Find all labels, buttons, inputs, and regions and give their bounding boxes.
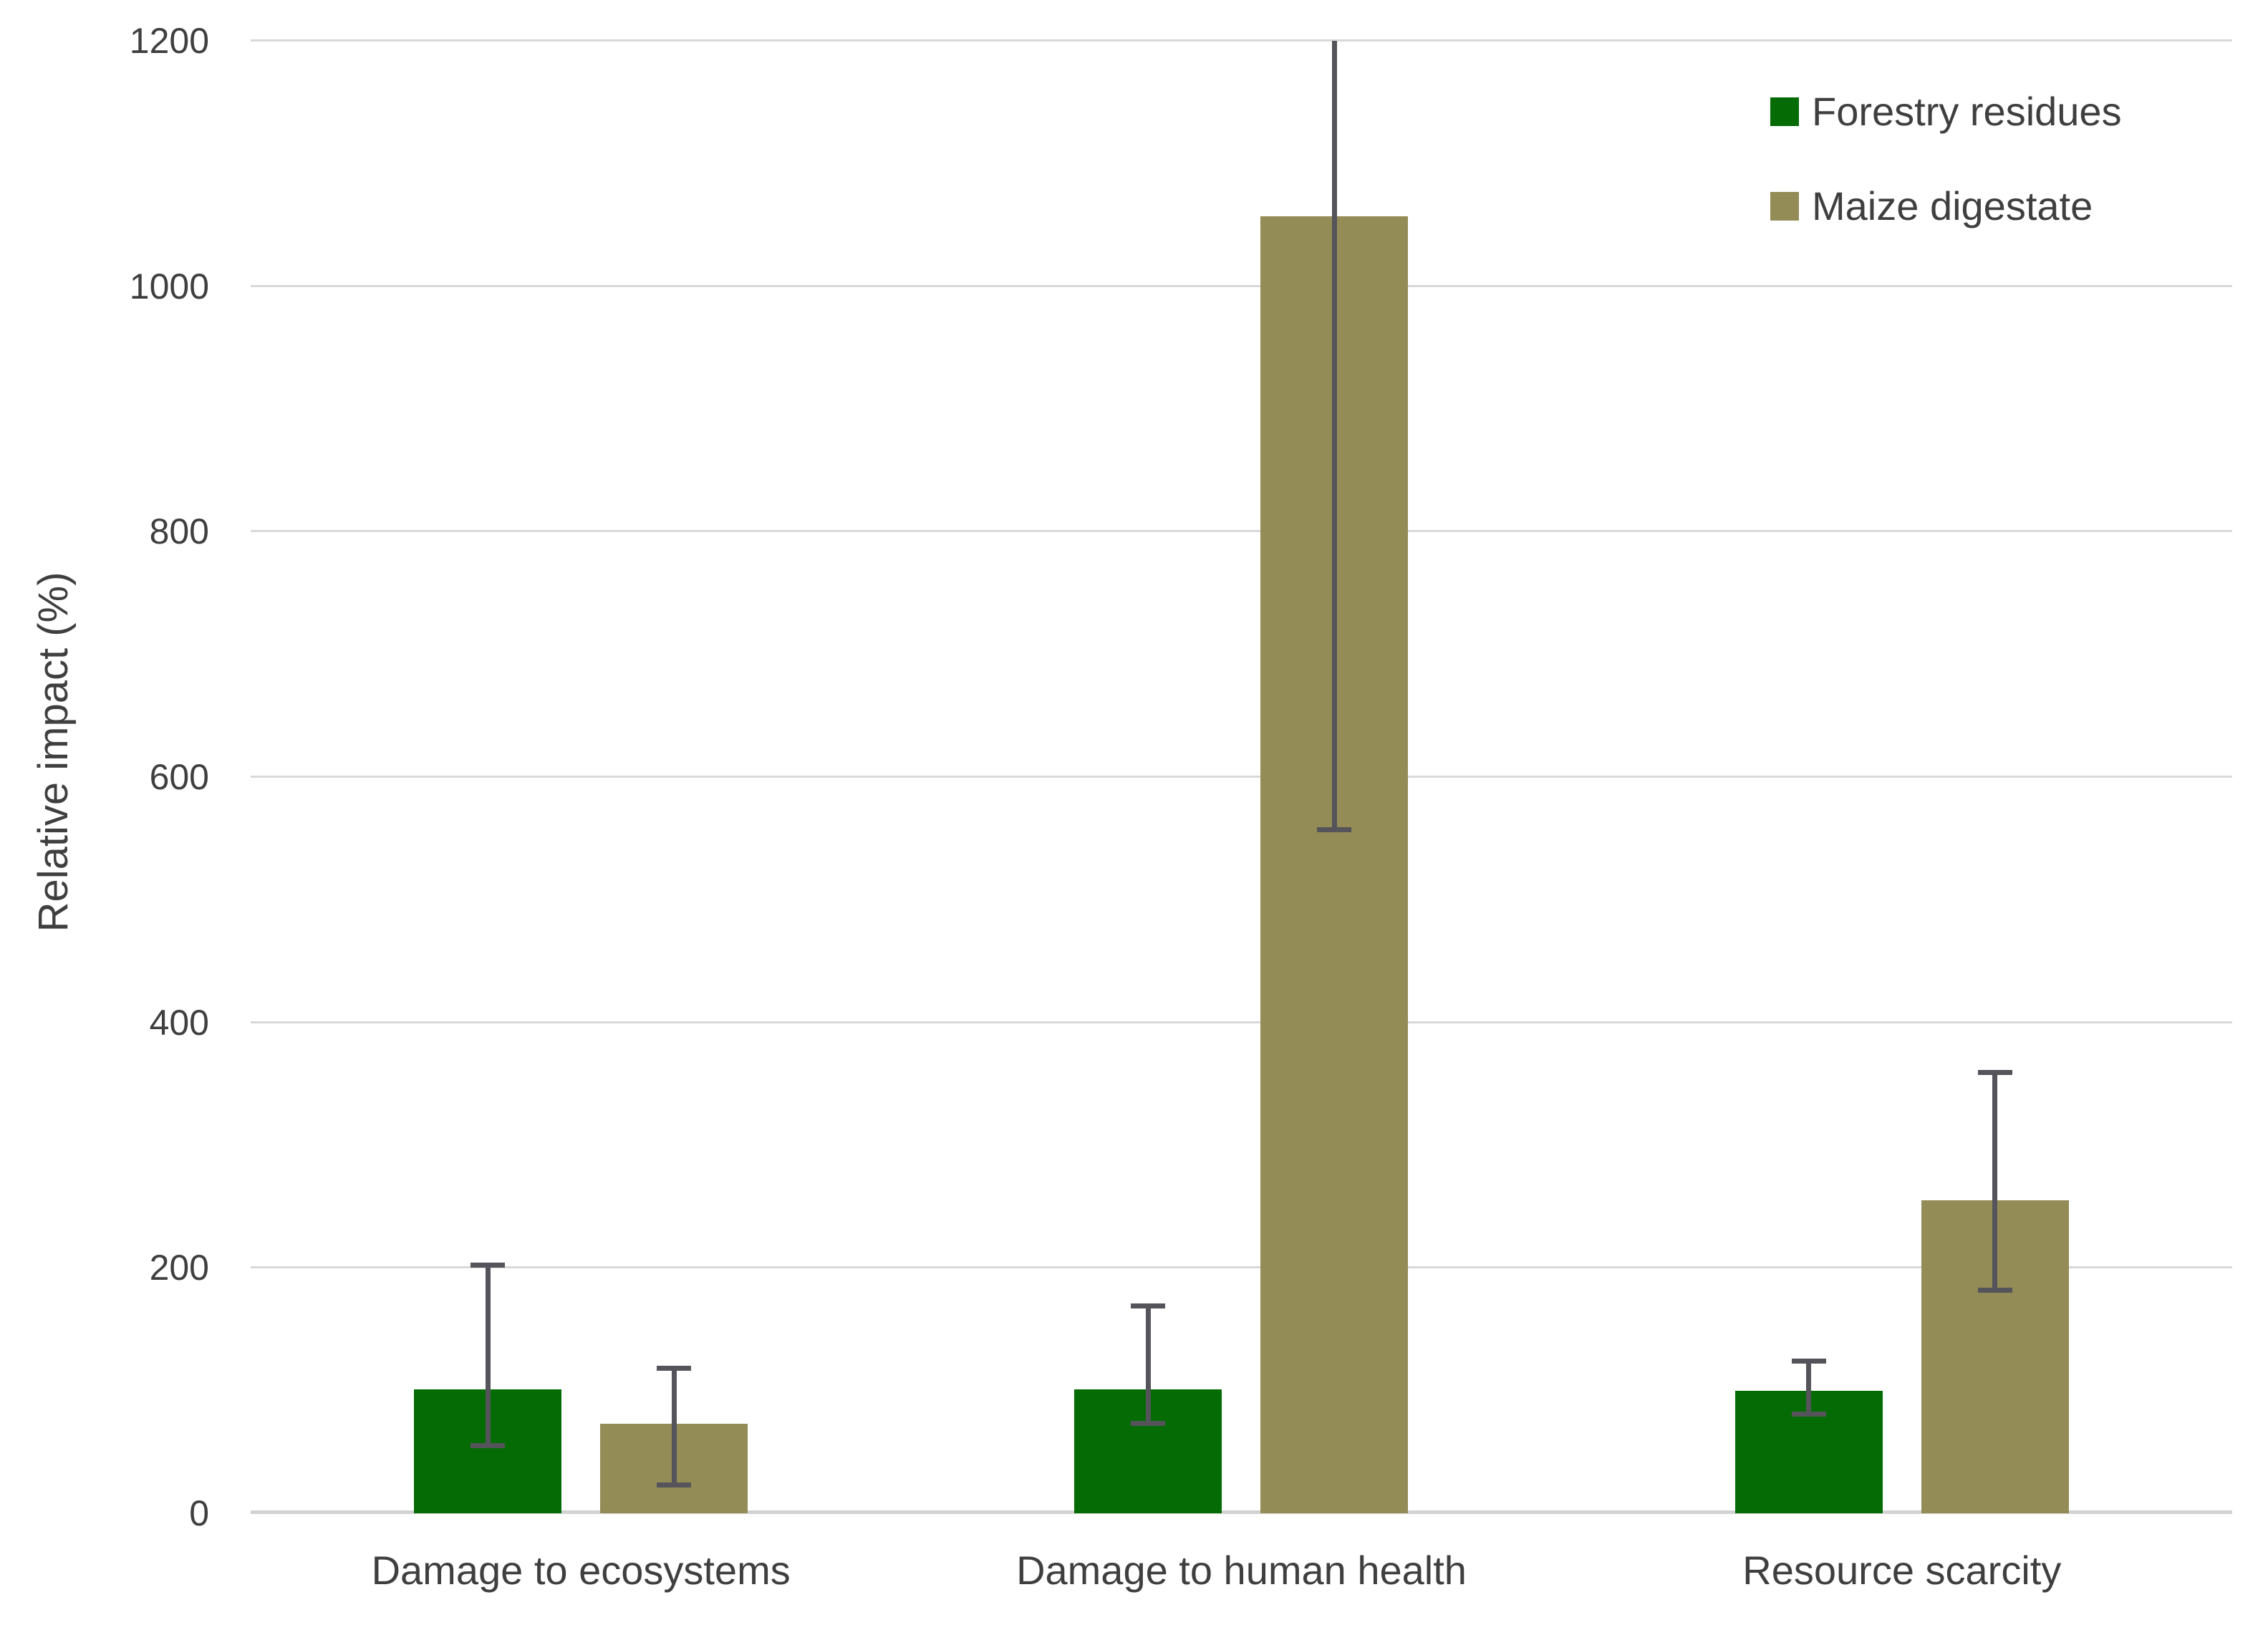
error-bar-line xyxy=(485,1263,491,1449)
error-bar-line xyxy=(1145,1303,1151,1427)
error-bar-bottom-cap xyxy=(1977,1287,2012,1293)
legend-label: Maize digestate xyxy=(1812,183,2093,228)
y-tick-label-200: 200 xyxy=(149,1248,209,1288)
error-bar-bottom-cap xyxy=(1791,1411,1826,1417)
plot-area xyxy=(251,39,2232,1514)
y-tick-label-800: 800 xyxy=(149,511,209,552)
error-bar-bottom-cap xyxy=(1317,827,1352,833)
y-tick-label-600: 600 xyxy=(149,757,209,797)
error-bar-line xyxy=(671,1366,677,1487)
bar-group-3 xyxy=(1572,41,2232,1513)
y-tick-label-0: 0 xyxy=(189,1493,209,1533)
error-bar xyxy=(1791,41,1826,1513)
error-bar-top-cap xyxy=(657,1366,692,1371)
error-bar-bottom-cap xyxy=(657,1482,692,1488)
error-bar-line xyxy=(1331,41,1337,833)
y-tick-label-1200: 1200 xyxy=(129,21,209,61)
error-bar-bottom-cap xyxy=(471,1443,506,1449)
error-bar-line xyxy=(1806,1359,1812,1417)
gridline-600 xyxy=(251,776,2232,778)
error-bar-top-cap xyxy=(1977,1070,2012,1076)
legend-entry: Forestry residues xyxy=(1770,85,2122,139)
category-label: Resource scarcity xyxy=(1742,1548,2062,1593)
legend: Forestry residues Maize digestate xyxy=(1770,85,2122,274)
error-bar xyxy=(657,41,692,1513)
error-bar xyxy=(1317,41,1352,1513)
y-tick-label-400: 400 xyxy=(149,1002,209,1043)
legend-label: Forestry residues xyxy=(1812,89,2122,134)
error-bar-line xyxy=(1992,1070,1998,1293)
error-bar-top-cap xyxy=(1131,1303,1166,1309)
x-axis-category-labels: Damage to ecosystems Damage to human heal… xyxy=(251,1546,2232,1596)
error-bar-bottom-cap xyxy=(1131,1421,1166,1427)
gridline-800 xyxy=(251,530,2232,533)
error-bar-top-cap xyxy=(1791,1359,1826,1364)
error-bar xyxy=(471,41,506,1513)
gridline-200 xyxy=(251,1266,2232,1269)
error-bar xyxy=(1977,41,2012,1513)
bar-group-1 xyxy=(251,41,911,1513)
legend-swatch-icon xyxy=(1770,97,1799,126)
category-label: Damage to ecosystems xyxy=(371,1548,791,1593)
category-label: Damage to human health xyxy=(1016,1548,1467,1593)
x-axis-line xyxy=(251,1510,2232,1514)
y-tick-label-1000: 1000 xyxy=(129,266,209,307)
gridline-1200 xyxy=(251,39,2232,42)
legend-entry: Maize digestate xyxy=(1770,179,2122,233)
error-bar-top-cap xyxy=(471,1263,506,1268)
gridline-1000 xyxy=(251,284,2232,287)
bar-group-2 xyxy=(911,41,1571,1513)
legend-swatch-icon xyxy=(1770,192,1799,221)
bar-groups xyxy=(251,41,2232,1513)
error-bar xyxy=(1131,41,1166,1513)
gridline-400 xyxy=(251,1021,2232,1023)
